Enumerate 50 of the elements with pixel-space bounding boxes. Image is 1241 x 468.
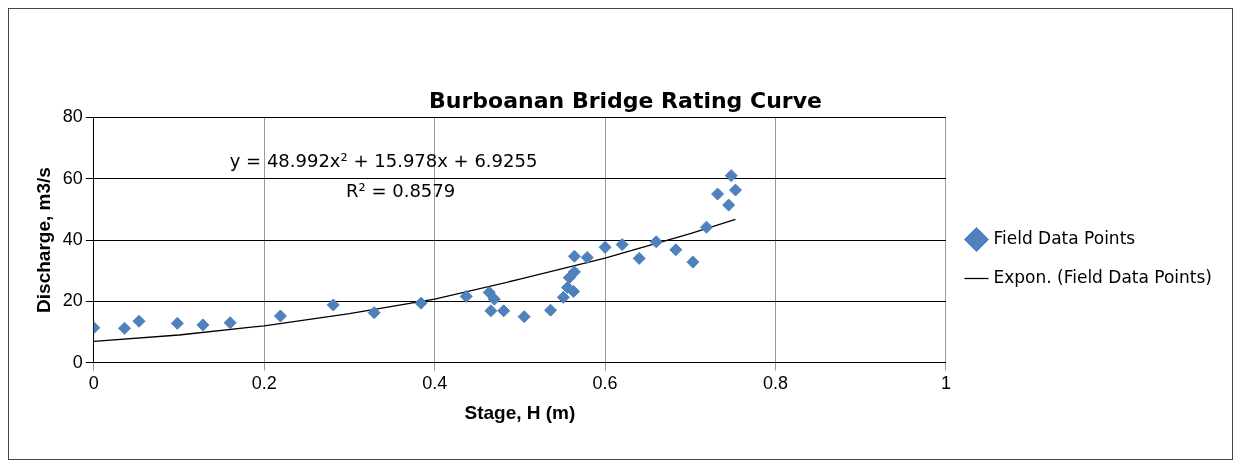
- x-tick-label: 0.4: [422, 373, 448, 394]
- point: [367, 306, 381, 320]
- x-tick-label: 1: [940, 373, 951, 394]
- point: [487, 292, 501, 306]
- annotation: R² = 0.8579: [345, 180, 456, 202]
- y-tick-label: 40: [62, 228, 83, 249]
- point: [170, 316, 184, 330]
- y-axis-title: Discharge, m3/s: [32, 167, 54, 313]
- point: [567, 249, 581, 263]
- point: [459, 289, 473, 303]
- x-tick-label: 0: [88, 373, 99, 394]
- chart-title: Burboanan Bridge Rating Curve: [429, 87, 822, 113]
- point: [482, 285, 496, 299]
- point: [118, 321, 131, 335]
- point: [615, 238, 629, 252]
- y-tick-label: 60: [62, 167, 83, 188]
- point: [556, 290, 570, 304]
- point: [598, 240, 612, 254]
- annotation: y = 48.992x² + 15.978x + 6.9255: [229, 150, 538, 172]
- x-tick-label: 0.8: [763, 373, 789, 394]
- y-tick-label: 0: [72, 351, 83, 372]
- point: [728, 183, 742, 197]
- y-tick-label: 80: [62, 106, 83, 127]
- point: [632, 251, 646, 265]
- point: [273, 309, 287, 323]
- point: [326, 298, 340, 312]
- point: [711, 187, 725, 201]
- x-tick-label: 0.2: [251, 373, 277, 394]
- point: [669, 243, 683, 257]
- point: [567, 284, 581, 298]
- point: [414, 296, 428, 310]
- point: [686, 255, 700, 269]
- point: [700, 220, 714, 234]
- legend-label: Field Data Points: [993, 227, 1136, 248]
- point: [649, 235, 663, 249]
- point: [567, 265, 581, 279]
- point: [497, 304, 511, 318]
- y-tick-label: 20: [62, 290, 83, 311]
- point: [484, 304, 498, 318]
- point: [722, 198, 736, 212]
- point: [517, 310, 531, 324]
- point: [132, 314, 146, 328]
- point: [544, 303, 558, 317]
- x-tick-label: 0.6: [592, 373, 618, 394]
- point: [196, 318, 210, 332]
- point: [223, 316, 237, 330]
- x-axis-title: Stage, H (m): [464, 401, 576, 423]
- point: [580, 250, 594, 264]
- point: [724, 169, 738, 183]
- legend-label: Expon. (Field Data Points): [993, 266, 1212, 287]
